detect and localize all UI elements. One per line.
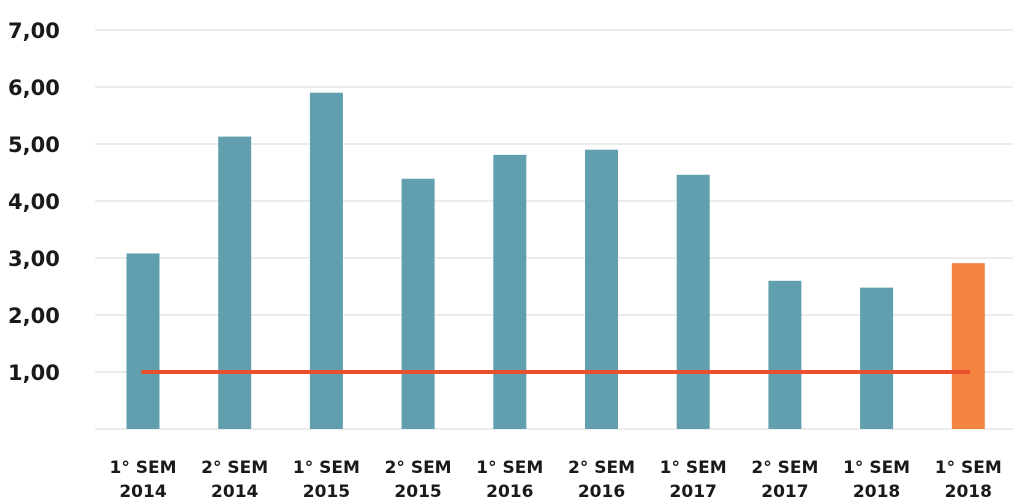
y-tick-label: 5,00 [8, 133, 60, 157]
y-tick-label: 6,00 [8, 76, 60, 100]
x-category-label: 1° SEM 2018 [935, 458, 1002, 502]
y-tick-label: 7,00 [8, 19, 60, 43]
bar [218, 136, 252, 429]
x-category-label-line: 2015 [394, 482, 441, 502]
x-category-label-line: 2016 [578, 482, 625, 502]
bar [585, 149, 618, 429]
bars [126, 92, 985, 429]
bar [676, 174, 710, 429]
x-category-label-line: 2° SEM [751, 458, 818, 478]
bar [401, 178, 435, 429]
bar [860, 287, 894, 429]
x-axis-category-labels: 1° SEM 2014 2° SEM 2014 1° SEM 2015 2° SEM 2015… [109, 458, 1001, 502]
x-category-label-line: 2017 [761, 482, 808, 502]
x-category-label-line: 2017 [670, 482, 717, 502]
y-tick-label: 2,00 [8, 304, 60, 328]
y-tick-label: 4,00 [8, 190, 60, 214]
x-category-label-line: 1° SEM [293, 458, 360, 478]
x-category-label: 2° SEM 2016 [568, 458, 635, 502]
x-category-label: 2° SEM 2015 [385, 458, 452, 502]
x-category-label: 2° SEM 2014 [201, 458, 268, 502]
x-category-label-line: 1° SEM [109, 458, 176, 478]
x-category-label-line: 2° SEM [201, 458, 268, 478]
bar [768, 280, 802, 429]
x-category-label: 1° SEM 2018 [843, 458, 910, 502]
x-category-label-line: 1° SEM [476, 458, 543, 478]
x-category-label: 1° SEM 2015 [293, 458, 360, 502]
x-category-label: 1° SEM 2017 [660, 458, 727, 502]
x-category-label-line: 2018 [853, 482, 900, 502]
x-category-label: 2° SEM 2017 [751, 458, 818, 502]
x-category-label-line: 2014 [119, 482, 166, 502]
x-category-label-line: 2015 [303, 482, 350, 502]
x-category-label-line: 2014 [211, 482, 258, 502]
bar [126, 253, 160, 429]
bar [309, 92, 343, 429]
x-category-label-line: 2016 [486, 482, 533, 502]
y-tick-label: 3,00 [8, 247, 60, 271]
x-category-label-line: 2018 [945, 482, 992, 502]
bar [493, 154, 527, 429]
x-category-label: 1° SEM 2016 [476, 458, 543, 502]
x-category-label-line: 2° SEM [385, 458, 452, 478]
x-category-label-line: 2° SEM [568, 458, 635, 478]
x-category-label-line: 1° SEM [660, 458, 727, 478]
bar [951, 263, 985, 429]
y-axis-tick-labels: 1,00 2,00 3,00 4,00 5,00 6,00 7,00 [8, 19, 60, 385]
y-tick-label: 1,00 [8, 361, 60, 385]
x-category-label: 1° SEM 2014 [109, 458, 176, 502]
x-category-label-line: 1° SEM [843, 458, 910, 478]
x-category-label-line: 1° SEM [935, 458, 1002, 478]
